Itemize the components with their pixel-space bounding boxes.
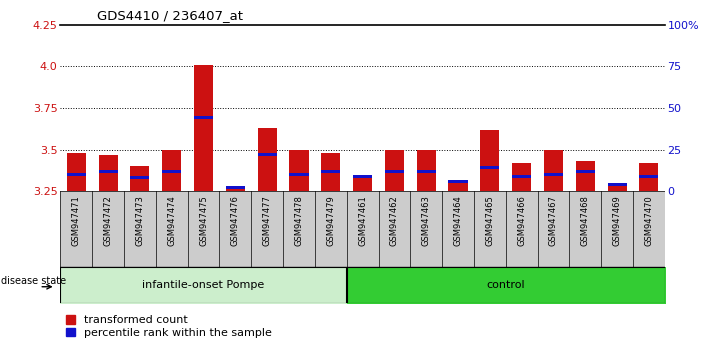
Text: GSM947464: GSM947464: [454, 195, 463, 246]
Text: GSM947479: GSM947479: [326, 195, 336, 246]
Bar: [194, 116, 213, 119]
Bar: [576, 170, 595, 173]
Text: GSM947466: GSM947466: [517, 195, 526, 246]
Text: GSM947473: GSM947473: [136, 195, 144, 246]
Bar: [481, 166, 499, 169]
Bar: [639, 175, 658, 178]
Bar: [162, 170, 181, 173]
Bar: [226, 186, 245, 189]
Bar: [385, 149, 404, 191]
Text: GSM947476: GSM947476: [231, 195, 240, 246]
Text: GSM947463: GSM947463: [422, 195, 431, 246]
Bar: [512, 163, 531, 191]
Bar: [321, 153, 341, 191]
Bar: [226, 188, 245, 191]
Bar: [576, 161, 595, 191]
Text: GSM947468: GSM947468: [581, 195, 589, 246]
Bar: [162, 149, 181, 191]
Bar: [99, 170, 118, 173]
Bar: [67, 173, 86, 176]
Bar: [481, 130, 499, 191]
Text: GDS4410 / 236407_at: GDS4410 / 236407_at: [97, 9, 242, 22]
Text: GSM947475: GSM947475: [199, 195, 208, 246]
Bar: [639, 163, 658, 191]
Bar: [607, 183, 626, 186]
Text: GSM947467: GSM947467: [549, 195, 558, 246]
Bar: [130, 166, 149, 191]
Bar: [417, 170, 436, 173]
Bar: [289, 149, 309, 191]
Bar: [607, 186, 626, 191]
Text: GSM947478: GSM947478: [294, 195, 304, 246]
Bar: [321, 170, 341, 173]
Bar: [99, 155, 118, 191]
Bar: [257, 153, 277, 156]
Bar: [67, 153, 86, 191]
Text: GSM947465: GSM947465: [486, 195, 494, 246]
Text: GSM947470: GSM947470: [644, 195, 653, 246]
Bar: [385, 170, 404, 173]
Text: GSM947471: GSM947471: [72, 195, 81, 246]
Text: GSM947474: GSM947474: [167, 195, 176, 246]
Bar: [417, 149, 436, 191]
Text: GSM947477: GSM947477: [262, 195, 272, 246]
Text: GSM947462: GSM947462: [390, 195, 399, 246]
Bar: [544, 173, 563, 176]
Text: infantile-onset Pompe: infantile-onset Pompe: [142, 280, 264, 290]
Bar: [353, 175, 372, 178]
Bar: [130, 176, 149, 179]
Bar: [512, 175, 531, 178]
Text: disease state: disease state: [1, 276, 66, 286]
Legend: transformed count, percentile rank within the sample: transformed count, percentile rank withi…: [66, 315, 272, 338]
Bar: [194, 65, 213, 191]
Text: GSM947472: GSM947472: [104, 195, 112, 246]
Bar: [353, 175, 372, 191]
Bar: [257, 128, 277, 191]
Bar: [449, 180, 468, 183]
Bar: [289, 173, 309, 176]
Bar: [544, 149, 563, 191]
Text: control: control: [486, 280, 525, 290]
Text: GSM947461: GSM947461: [358, 195, 367, 246]
Text: GSM947469: GSM947469: [613, 195, 621, 246]
Bar: [449, 181, 468, 191]
